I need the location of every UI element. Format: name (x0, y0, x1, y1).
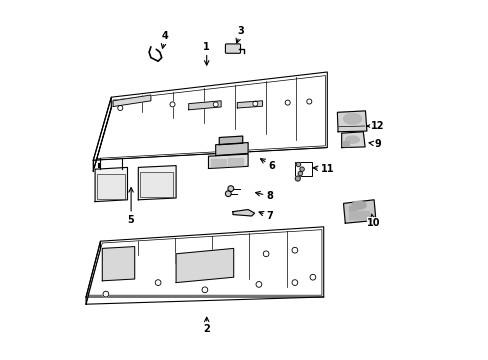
Circle shape (299, 167, 304, 171)
Polygon shape (219, 136, 242, 145)
Polygon shape (337, 111, 366, 132)
Circle shape (263, 251, 268, 257)
Polygon shape (93, 97, 111, 171)
FancyBboxPatch shape (225, 44, 240, 53)
Text: 3: 3 (236, 26, 244, 43)
Circle shape (155, 280, 161, 285)
Text: 8: 8 (255, 191, 273, 201)
Text: 6: 6 (260, 159, 274, 171)
Circle shape (298, 171, 302, 176)
Polygon shape (86, 241, 101, 304)
Circle shape (309, 274, 315, 280)
Circle shape (118, 105, 122, 111)
Text: 11: 11 (313, 164, 333, 174)
Bar (211, 159, 225, 166)
Text: 1: 1 (203, 42, 210, 65)
Bar (97, 174, 125, 199)
Circle shape (291, 247, 297, 253)
Polygon shape (188, 101, 221, 110)
Polygon shape (341, 132, 365, 148)
Text: 10: 10 (366, 214, 380, 228)
Circle shape (103, 291, 108, 297)
Text: 12: 12 (366, 121, 384, 131)
Ellipse shape (343, 113, 361, 124)
Polygon shape (93, 72, 326, 160)
Polygon shape (95, 167, 127, 202)
Text: 7: 7 (259, 211, 272, 221)
Bar (294, 162, 311, 176)
Text: 2: 2 (203, 317, 210, 334)
Circle shape (170, 102, 175, 107)
Circle shape (225, 191, 231, 197)
Circle shape (285, 100, 289, 105)
Bar (140, 172, 173, 197)
Polygon shape (113, 95, 151, 107)
Circle shape (296, 162, 300, 167)
Circle shape (202, 287, 207, 293)
Text: 5: 5 (127, 188, 134, 225)
Circle shape (295, 176, 300, 181)
Polygon shape (138, 166, 176, 200)
Polygon shape (86, 227, 323, 297)
Bar (228, 158, 242, 165)
Circle shape (291, 280, 297, 285)
Polygon shape (343, 200, 375, 223)
Polygon shape (215, 143, 247, 156)
Bar (348, 206, 355, 210)
Text: 4: 4 (161, 31, 168, 48)
Ellipse shape (345, 136, 359, 143)
Circle shape (213, 102, 218, 107)
Circle shape (252, 101, 257, 106)
Circle shape (306, 99, 311, 104)
Polygon shape (102, 247, 134, 281)
Circle shape (227, 186, 233, 192)
Polygon shape (208, 154, 247, 168)
Ellipse shape (351, 201, 366, 209)
Bar (348, 211, 368, 219)
Circle shape (256, 282, 261, 287)
Polygon shape (232, 210, 254, 216)
Bar (342, 141, 348, 146)
Polygon shape (176, 248, 233, 283)
Polygon shape (237, 101, 262, 108)
Text: 9: 9 (368, 139, 380, 149)
